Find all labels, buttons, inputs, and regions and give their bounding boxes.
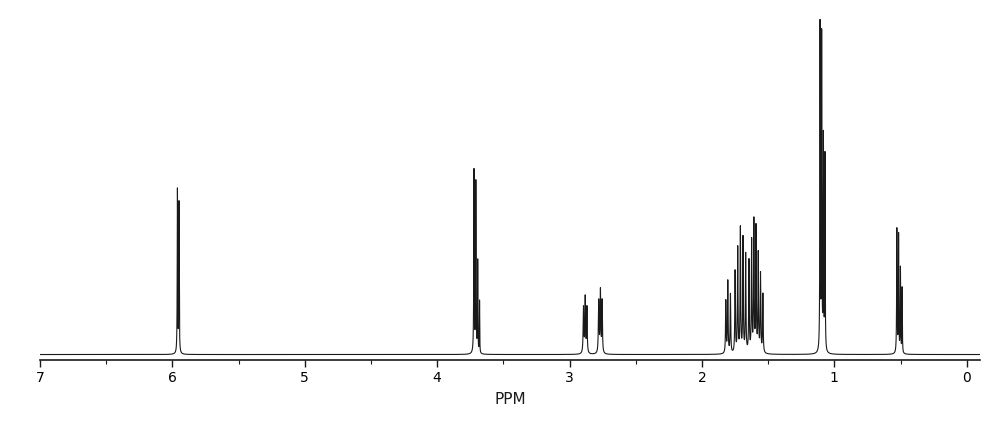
X-axis label: PPM: PPM <box>494 392 526 407</box>
